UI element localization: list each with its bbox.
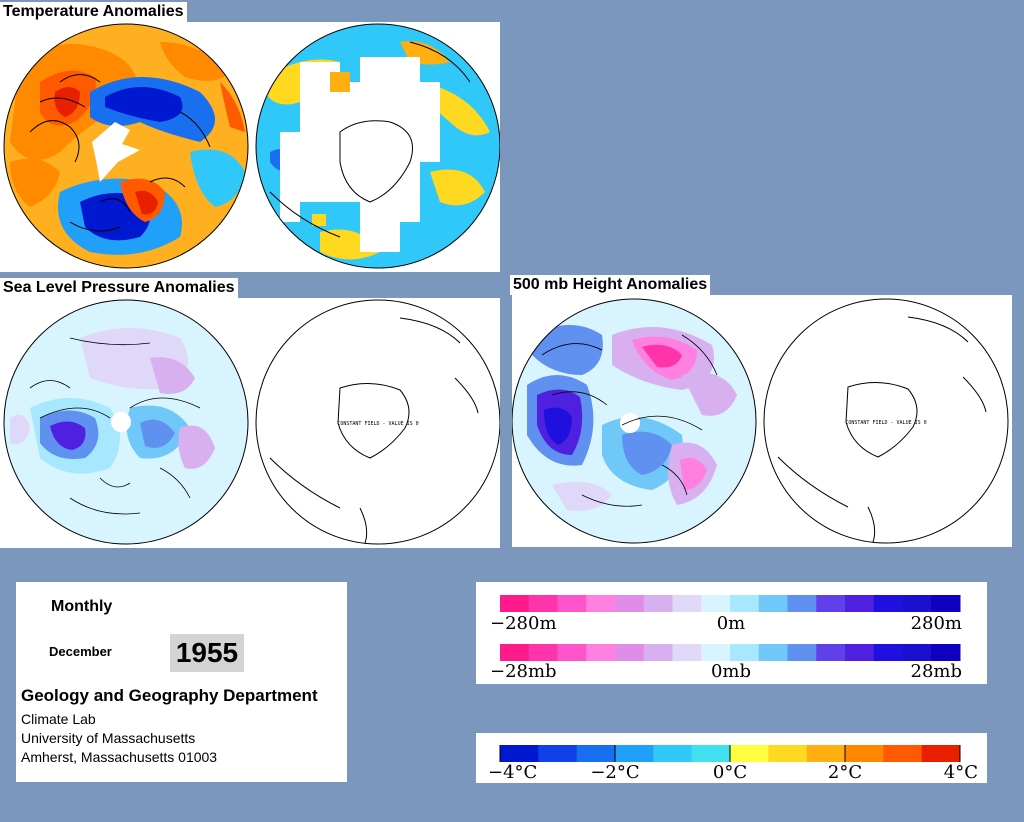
- height-scale-swatch: [643, 595, 673, 612]
- pressure-scale-swatch: [643, 644, 673, 661]
- pressure-scale-swatch: [615, 644, 645, 661]
- temperature-tick-label: 2°C: [828, 762, 862, 783]
- height-scale-swatch: [557, 595, 587, 612]
- temperature-scale-swatch: [845, 745, 884, 762]
- pressure-scale-swatch: [787, 644, 817, 661]
- temperature-scale-swatch: [730, 745, 769, 762]
- temperature-scale-swatch: [806, 745, 846, 762]
- temperature-panel: [0, 22, 500, 272]
- slp-panel: CONSTANT FIELD - VALUE IS 0: [0, 298, 500, 548]
- pressure-scale-swatch: [500, 644, 530, 661]
- height-scale-swatch: [845, 595, 875, 612]
- pressure-scale-swatch: [816, 644, 846, 661]
- temperature-south-map: [256, 24, 500, 268]
- temperature-tick-label: 0°C: [713, 762, 747, 783]
- pressure-scale-swatch: [528, 644, 558, 661]
- height-scale-swatch: [873, 595, 903, 612]
- info-box: Monthly December 1955 Geology and Geogra…: [16, 582, 347, 782]
- period-label: Monthly: [51, 598, 113, 615]
- temperature-scale-swatch: [653, 745, 693, 762]
- pressure-scale-swatch: [845, 644, 875, 661]
- temperature-scale-swatch: [500, 745, 539, 762]
- department-name: Geology and Geography Department: [21, 686, 318, 705]
- pressure-mid-label: 0mb: [711, 661, 751, 682]
- height-constant-note: CONSTANT FIELD - VALUE IS 0: [845, 420, 926, 426]
- pressure-min-label: −28mb: [490, 661, 557, 682]
- height-scale-swatch: [500, 595, 530, 612]
- temperature-scale-swatch: [921, 745, 961, 762]
- lab-name: Climate Lab: [21, 711, 96, 727]
- temperature-tick-label: −4°C: [488, 762, 537, 783]
- height-color-bar: [500, 595, 961, 612]
- pressure-scale-swatch: [557, 644, 587, 661]
- slp-south-map: CONSTANT FIELD - VALUE IS 0: [255, 299, 500, 545]
- temperature-title: Temperature Anomalies: [0, 2, 187, 22]
- temperature-scale-swatch: [691, 745, 731, 762]
- height-max-label: 280m: [911, 613, 962, 634]
- height-north-map: [512, 299, 756, 543]
- temperature-tick-label: −2°C: [590, 762, 639, 783]
- pressure-scale-swatch: [586, 644, 616, 661]
- height-scale-swatch: [586, 595, 616, 612]
- height-mid-label: 0m: [717, 613, 746, 634]
- temperature-scale-swatch: [538, 745, 578, 762]
- temperature-scale-swatch: [768, 745, 808, 762]
- pressure-scale-swatch: [902, 644, 932, 661]
- height-south-map: CONSTANT FIELD - VALUE IS 0: [763, 298, 1009, 544]
- pressure-color-bar: [500, 644, 961, 661]
- height-scale-swatch: [701, 595, 731, 612]
- pressure-height-legend: −280m 0m 280m −28mb 0mb 28mb: [476, 582, 987, 684]
- year-label: 1955: [170, 634, 244, 672]
- temperature-scale-swatch: [883, 745, 923, 762]
- temperature-scale-swatch: [576, 745, 616, 762]
- pressure-scale-swatch: [701, 644, 731, 661]
- height-scale-swatch: [672, 595, 702, 612]
- height-scale-swatch: [787, 595, 817, 612]
- pressure-scale-swatch: [873, 644, 903, 661]
- pressure-scale-swatch: [931, 644, 961, 661]
- height-title: 500 mb Height Anomalies: [510, 275, 711, 295]
- pressure-max-label: 28mb: [911, 661, 963, 682]
- height-panel: CONSTANT FIELD - VALUE IS 0: [512, 295, 1012, 547]
- address-line: Amherst, Massachusetts 01003: [21, 749, 218, 765]
- height-min-label: −280m: [490, 613, 557, 634]
- slp-constant-note: CONSTANT FIELD - VALUE IS 0: [337, 421, 418, 427]
- temperature-legend: −4°C −2°C 0°C 2°C 4°C: [476, 733, 987, 783]
- temperature-tick-label: 4°C: [944, 762, 978, 783]
- temperature-color-bar: [500, 745, 961, 762]
- pressure-scale-swatch: [758, 644, 788, 661]
- height-scale-swatch: [528, 595, 558, 612]
- temperature-north-map: [4, 24, 248, 268]
- height-scale-swatch: [758, 595, 788, 612]
- height-scale-swatch: [816, 595, 846, 612]
- month-label: December: [49, 644, 112, 659]
- height-scale-swatch: [730, 595, 760, 612]
- university-name: University of Massachusetts: [21, 730, 196, 746]
- height-scale-swatch: [902, 595, 932, 612]
- pressure-scale-swatch: [672, 644, 702, 661]
- slp-title: Sea Level Pressure Anomalies: [0, 278, 238, 298]
- temperature-scale-swatch: [615, 745, 654, 762]
- height-scale-swatch: [931, 595, 961, 612]
- slp-north-map: [4, 300, 248, 544]
- height-scale-swatch: [615, 595, 645, 612]
- pressure-scale-swatch: [730, 644, 760, 661]
